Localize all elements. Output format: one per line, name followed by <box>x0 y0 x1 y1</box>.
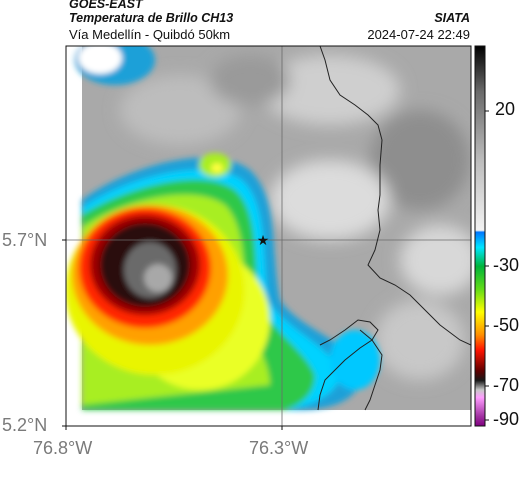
colorbar-label: -70 <box>493 375 520 395</box>
route-subtitle: Vía Medellín - Quibdó 50km <box>69 27 231 42</box>
lon-label: 76.8°W <box>33 438 93 458</box>
colorbar-label: -30 <box>493 255 520 275</box>
map-frame <box>65 45 472 427</box>
organization-label: SIATA <box>434 11 470 25</box>
lon-label: 76.3°W <box>249 438 309 458</box>
colorbar-label: -50 <box>493 315 520 335</box>
colorbar-label: -90 <box>493 409 520 429</box>
lat-label: 5.2°N <box>2 415 48 435</box>
star-marker-icon: ★ <box>257 233 270 249</box>
border-line-3 <box>359 329 383 411</box>
colorbar-label: 20 <box>495 99 516 119</box>
product-title: Temperatura de Brillo CH13 <box>69 11 234 25</box>
datetime-label: 2024-07-24 22:49 <box>367 27 470 42</box>
cloud-texture <box>120 55 471 380</box>
satellite-title: GOES-EAST <box>69 0 143 11</box>
lat-label: 5.7°N <box>2 230 48 250</box>
border-line-1 <box>319 46 471 346</box>
colorbar-gradient <box>474 45 486 427</box>
